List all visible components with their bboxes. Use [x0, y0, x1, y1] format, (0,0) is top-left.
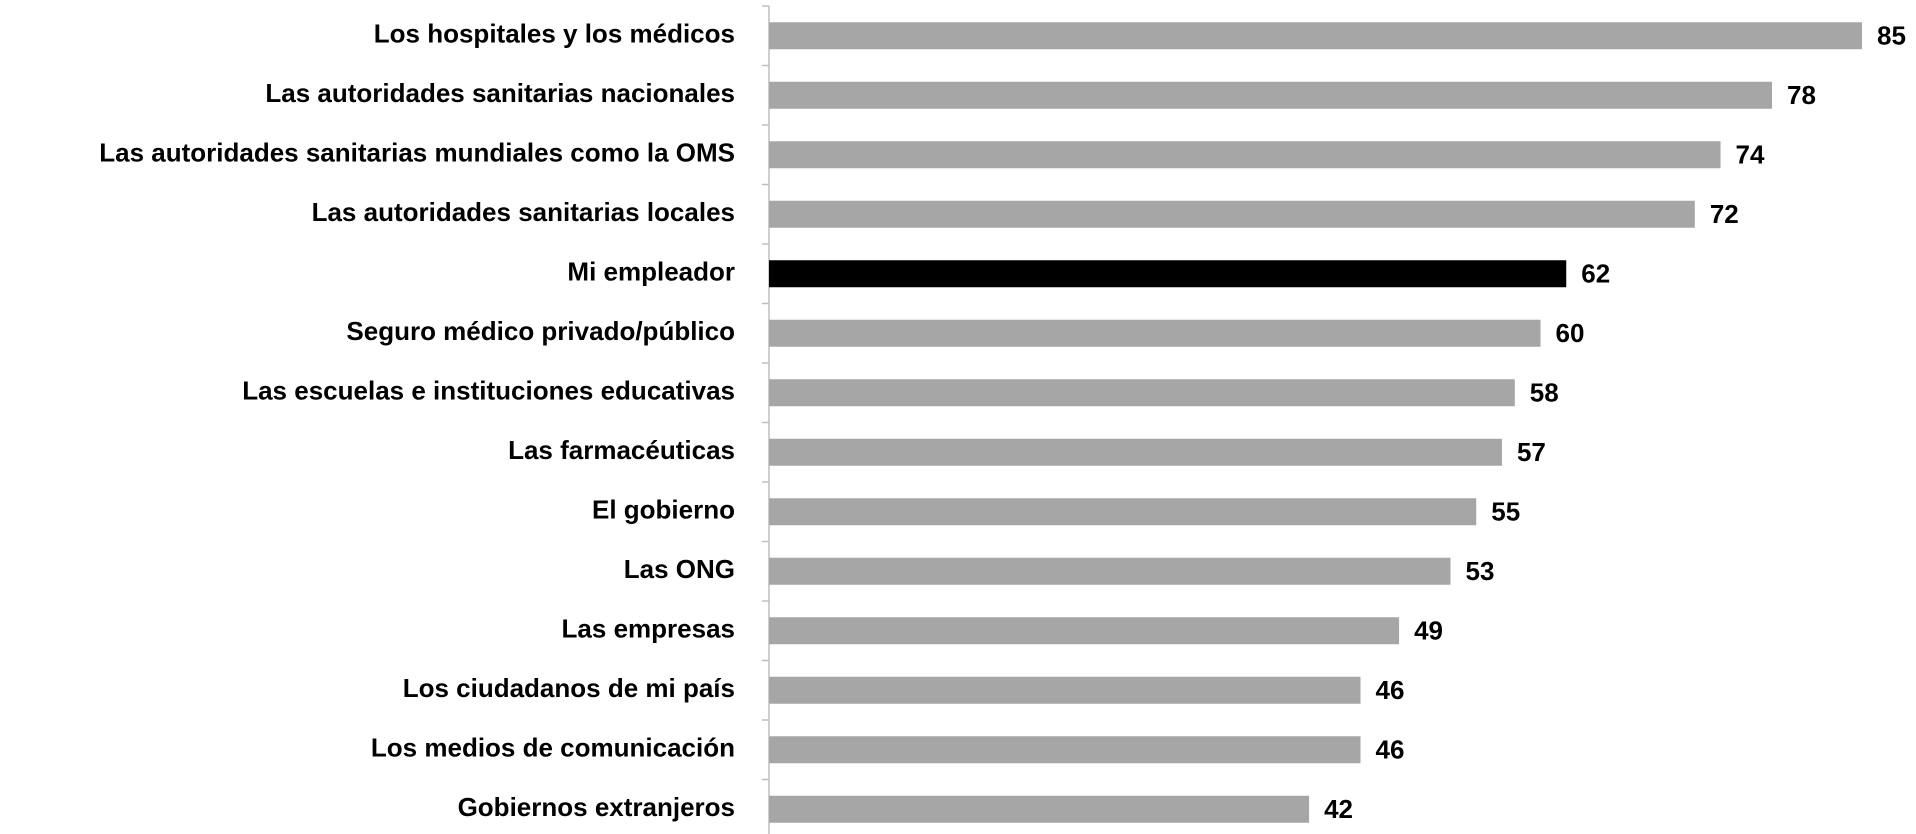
category-label: Los hospitales y los médicos	[374, 19, 735, 49]
bar	[769, 200, 1695, 228]
value-label: 62	[1581, 259, 1610, 289]
value-label: 85	[1877, 21, 1906, 51]
category-label: Las ONG	[624, 554, 735, 584]
bar	[769, 795, 1310, 823]
category-label: Las autoridades sanitarias mundiales com…	[99, 138, 735, 168]
category-label: Mi empleador	[567, 257, 735, 287]
category-label: Las autoridades sanitarias nacionales	[265, 78, 735, 108]
bar	[769, 319, 1541, 347]
bar	[769, 617, 1400, 645]
category-label: Las farmacéuticas	[508, 435, 735, 465]
value-label: 49	[1414, 616, 1443, 646]
bar	[769, 438, 1502, 466]
category-label: Las autoridades sanitarias locales	[312, 197, 735, 227]
category-label: Las empresas	[562, 614, 735, 644]
value-label: 72	[1710, 199, 1739, 229]
category-label: Seguro médico privado/público	[346, 316, 735, 346]
category-label: Los medios de comunicación	[371, 733, 735, 763]
value-label: 57	[1517, 437, 1546, 467]
value-label: 53	[1466, 556, 1495, 586]
value-label: 60	[1556, 318, 1585, 348]
value-label: 46	[1376, 735, 1405, 765]
bar	[769, 736, 1361, 764]
bar	[769, 141, 1721, 169]
value-label: 55	[1491, 497, 1520, 527]
value-label: 58	[1530, 378, 1559, 408]
category-label: Gobiernos extranjeros	[458, 792, 735, 822]
bar	[769, 81, 1772, 109]
bar	[769, 260, 1567, 288]
bar	[769, 676, 1361, 704]
bar	[769, 22, 1862, 50]
bar	[769, 379, 1515, 407]
value-label: 74	[1736, 140, 1765, 170]
category-label: Las escuelas e instituciones educativas	[242, 376, 735, 406]
category-label: El gobierno	[592, 495, 735, 525]
value-label: 46	[1376, 675, 1405, 705]
bar	[769, 498, 1477, 526]
category-label: Los ciudadanos de mi país	[403, 673, 735, 703]
value-label: 42	[1324, 794, 1353, 824]
value-label: 78	[1787, 80, 1816, 110]
bar	[769, 557, 1451, 585]
